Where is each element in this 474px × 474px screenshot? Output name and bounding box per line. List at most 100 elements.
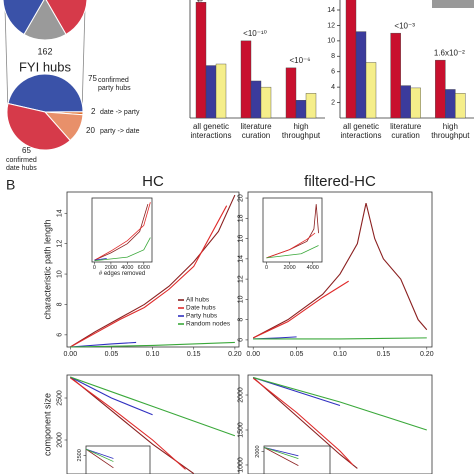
line-series [252,203,428,339]
line-series [85,448,114,462]
p-value: <10⁻¹⁰ [243,29,267,38]
legend-label: Random nodes [186,321,231,328]
line-series [253,376,341,407]
inset-frame [85,445,151,474]
x-tick-label: 0.00 [63,351,77,358]
slice-count: 75 [88,74,97,83]
bar [205,65,217,119]
line-series [252,280,349,339]
slice-label: party -> date [100,128,140,135]
legend-label: Date hubs [186,305,216,312]
legend-label: Party hubs [186,313,218,320]
y-tick-label: 2000 [238,387,245,403]
bar [455,93,466,119]
slice-count: 2 [91,107,96,116]
line-series [252,377,354,466]
line-series [263,447,299,457]
y-tick-label: 18 [238,214,245,222]
x-tick-label: 0.00 [246,351,260,358]
p-value: <10⁻⁶ [289,56,310,65]
slice-label: date -> party [100,109,140,116]
x-tick-label: 2000 [105,265,117,271]
x-tick-label: 0.05 [290,351,304,358]
bar [365,62,377,119]
y-tick-label: 14 [327,7,335,14]
line-series [70,194,236,348]
x-tick-label: high throughput [431,122,470,140]
pie-slice [23,0,67,41]
x-tick-label: 0.10 [146,351,160,358]
pie-total: 162 [37,46,52,56]
y-axis-label: component size [42,393,52,456]
pie-slice [2,0,45,36]
bar [250,80,262,119]
y-tick-label: 1500 [238,422,245,438]
bar [195,2,207,119]
zoom-line [4,7,9,113]
x-tick-label: 0 [265,265,268,271]
line-series [94,257,107,261]
line-series [94,237,151,262]
bar [285,67,297,119]
zoom-line [81,7,86,113]
y-tick-label: 16 [238,235,245,243]
line-series [94,203,149,261]
bar [345,0,357,119]
x-tick-label: 0 [93,265,96,271]
slice-count: 20 [86,126,95,135]
y-tick-label: 4 [331,84,335,91]
pie-label: FYI hubs [19,59,72,74]
bar [400,85,411,119]
y-tick-label: 2500 [57,390,64,406]
bar [295,100,307,119]
y-tick-label: 1000 [238,457,245,473]
x-tick-label: all genetic interactions [191,122,232,140]
y-tick-label: 2000 [57,432,64,448]
pie-slice [45,0,88,36]
bar [240,40,252,119]
line-series [85,448,114,459]
x-tick-label: 2000 [283,265,295,271]
bar [435,59,446,119]
y-tick-label: 20 [238,194,245,202]
slice-count: 65 [22,146,31,155]
y-tick-label: 10 [238,295,245,303]
line-series [70,376,236,437]
bar [305,93,317,119]
line-series [85,448,114,469]
y-tick-label: 10 [57,270,64,278]
line-series [70,205,228,348]
y-tick-label: 2000 [255,445,261,457]
y-tick-label: 12 [57,240,64,248]
x-tick-label: 4000 [307,265,319,271]
chart-title: HC [142,173,164,190]
y-tick-label: 14 [238,255,245,263]
line-series [253,337,427,340]
line-series [263,447,299,459]
x-tick-label: 0.10 [333,351,347,358]
y-tick-label: 6 [331,69,335,76]
pie-slice [7,73,84,113]
p-value: 1.6x10⁻² [434,48,465,57]
line-series [70,376,153,416]
line-series [70,341,137,348]
line-series [252,377,358,469]
y-tick-label: 6 [57,333,64,337]
slice-label: confirmed party hubs [98,77,131,92]
y-tick-label: 2 [331,99,335,106]
line-series [253,376,427,431]
line-series [70,341,235,348]
bar [390,32,401,119]
y-tick-label: 10 [327,38,335,45]
x-tick-label: 0.15 [187,351,201,358]
y-axis-label: characteristic path length [42,219,52,319]
x-tick-label: 4000 [121,265,133,271]
x-tick-label: high throughput [282,122,321,140]
y-tick-label: 12 [238,275,245,283]
y-tick-label: 14 [57,209,64,217]
legend-label: All hubs [186,297,210,304]
line-series [266,245,319,259]
x-tick-label: all genetic interactions [341,122,382,140]
chart-title: filtered-HC [304,173,376,190]
